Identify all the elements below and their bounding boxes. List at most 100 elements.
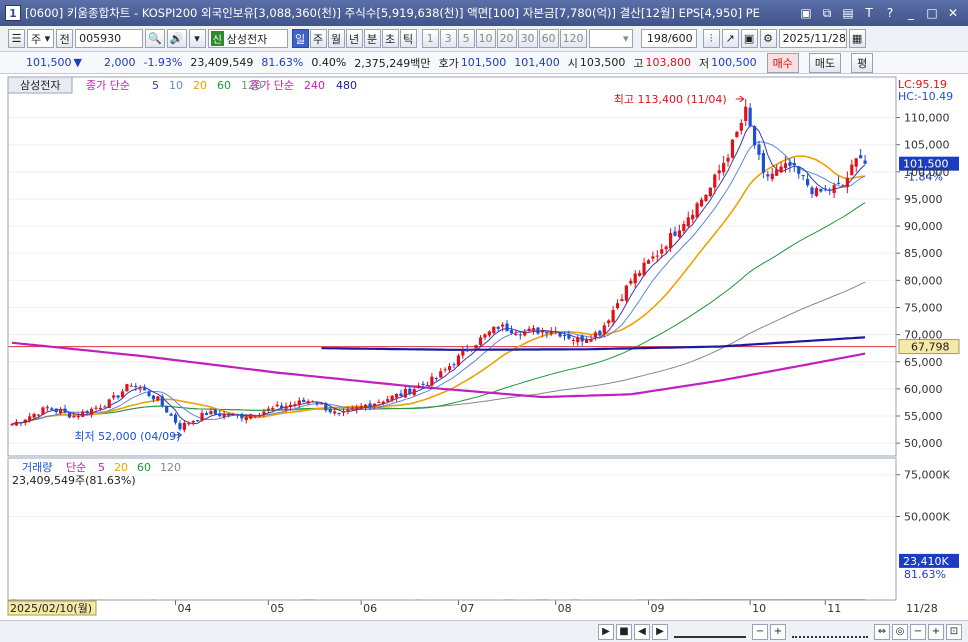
period-button-3[interactable]: 년 [345, 29, 363, 48]
candle-body [377, 402, 381, 404]
reset-icon[interactable]: ◎ [892, 623, 908, 640]
scroll-first-icon[interactable]: ◀ [634, 623, 650, 640]
scroll-play-icon[interactable]: ▶ [598, 623, 614, 640]
candle-body [381, 401, 385, 404]
interval-custom-select[interactable]: ▾ [588, 29, 633, 48]
chart-type-icon[interactable]: ⫶ [702, 29, 720, 48]
maximize-icon[interactable]: □ [926, 6, 938, 20]
stock-code-input[interactable]: 005930 [75, 29, 144, 48]
period-button-4[interactable]: 분 [363, 29, 381, 48]
save-icon[interactable]: ▣ [740, 29, 758, 48]
window-list-icon[interactable]: ▤ [842, 6, 854, 20]
volume-axis-label: 75,000K [904, 469, 950, 482]
fit-icon[interactable]: ⊡ [946, 623, 962, 640]
volume-legend-5: 5 [98, 461, 105, 474]
candle-body [394, 394, 399, 398]
month-label: 08 [558, 602, 572, 615]
save-layout-icon[interactable]: ▣ [800, 6, 812, 20]
stock-name-field[interactable]: 신 삼성전자 [207, 29, 288, 48]
eval-button[interactable]: 평 [851, 52, 874, 73]
zoom-out-icon[interactable]: − [752, 623, 768, 640]
zoom-range-slider[interactable] [792, 626, 868, 638]
candle-body [103, 406, 107, 408]
minimize-icon[interactable]: _ [908, 6, 914, 20]
calendar-icon[interactable]: ▦ [848, 29, 866, 48]
period-button-2[interactable]: 월 [327, 29, 345, 48]
chart-gap-icon[interactable]: ⇔ [874, 623, 890, 640]
period-select[interactable]: 주 ▾ [27, 29, 55, 48]
candle-body [651, 256, 655, 259]
link-icon[interactable]: ⧉ [822, 5, 832, 20]
period-button-6[interactable]: 틱 [399, 29, 417, 48]
current-price-tag: 101,500 [903, 158, 949, 171]
minus-icon[interactable]: − [910, 623, 926, 640]
candle-body [372, 403, 377, 407]
candle-body [496, 326, 500, 329]
candle-body [196, 420, 200, 422]
interval-button-10[interactable]: 10 [475, 29, 496, 48]
more-icon[interactable]: ▾ [188, 29, 206, 48]
date-field[interactable]: 2025/11/28 [778, 29, 847, 48]
buy-button[interactable]: 매수 [766, 52, 799, 73]
scroll-next-icon[interactable]: ▶ [652, 623, 668, 640]
volume-ratio: 81.63% [261, 56, 304, 69]
period-button-1[interactable]: 주 [309, 29, 327, 48]
volume-legend-20: 20 [114, 461, 128, 474]
candle-body [726, 157, 730, 162]
candle-body [41, 407, 45, 415]
interval-button-20[interactable]: 20 [496, 29, 517, 48]
candle-body [801, 175, 805, 177]
interval-button-30[interactable]: 30 [517, 29, 538, 48]
candle-body [470, 349, 474, 351]
candle-body [89, 408, 94, 415]
interval-button-3[interactable]: 3 [439, 29, 457, 48]
sell-button[interactable]: 매도 [808, 52, 842, 73]
chart-area[interactable]: 최고 113,400 (11/04) 최저 52,000 (04/09) 101,5… [0, 74, 968, 620]
zoom-slider[interactable] [674, 626, 746, 638]
bid-label: 호가 [438, 56, 459, 70]
ma20-line [11, 155, 866, 425]
candle-body [98, 407, 102, 409]
close-icon[interactable]: ✕ [947, 6, 959, 20]
scroll-stop-icon[interactable]: ■ [616, 623, 632, 640]
interval-button-5[interactable]: 5 [457, 29, 475, 48]
prev-button[interactable]: 전 [56, 29, 74, 48]
interval-button-1[interactable]: 1 [421, 29, 439, 48]
candle-body [580, 335, 584, 342]
period-button-5[interactable]: 초 [381, 29, 399, 48]
help-icon[interactable]: ? [886, 6, 894, 20]
period-button-0[interactable]: 일 [291, 29, 309, 48]
interval-button-120[interactable]: 120 [559, 29, 587, 48]
drawing-icon[interactable]: ↗ [721, 29, 739, 48]
bar-count-field[interactable]: 198/600 [640, 29, 697, 48]
quote-bar: 101,500 ▼ 2,000 -1.93% 23,409,549 81.63%… [0, 52, 968, 74]
plus-icon[interactable]: + [928, 623, 944, 640]
stock-search-icon[interactable]: 🔍 [145, 29, 165, 48]
candle-body [810, 187, 814, 195]
candle-body [129, 385, 133, 387]
candle-body [682, 224, 686, 232]
font-icon[interactable]: T [865, 6, 873, 20]
candle-body [850, 164, 854, 176]
candle-body [452, 364, 456, 366]
settings-icon[interactable]: ⚙ [759, 29, 777, 48]
volume-current-tag: 23,410K [903, 555, 949, 568]
menu-icon[interactable]: ☰ [8, 29, 25, 48]
candle-body [735, 131, 739, 138]
candle-body [231, 413, 235, 416]
candle-body [854, 158, 858, 167]
candle-body [399, 393, 403, 396]
ma-legend-120: 120 [241, 79, 262, 92]
interval-button-60[interactable]: 60 [538, 29, 559, 48]
candle-body [341, 411, 346, 413]
ma-legend-60: 60 [217, 79, 231, 92]
price-axis-label: 95,000 [904, 193, 943, 206]
zoom-in-icon[interactable]: + [770, 623, 786, 640]
chart-tab[interactable] [7, 76, 73, 94]
sound-icon[interactable]: 🔊 [166, 29, 187, 48]
candle-body [514, 333, 518, 335]
low-price: 100,500 [711, 56, 757, 69]
candle-body [501, 324, 505, 327]
volume-legend-title: 거래량 [22, 461, 52, 474]
candle-body [540, 330, 544, 333]
